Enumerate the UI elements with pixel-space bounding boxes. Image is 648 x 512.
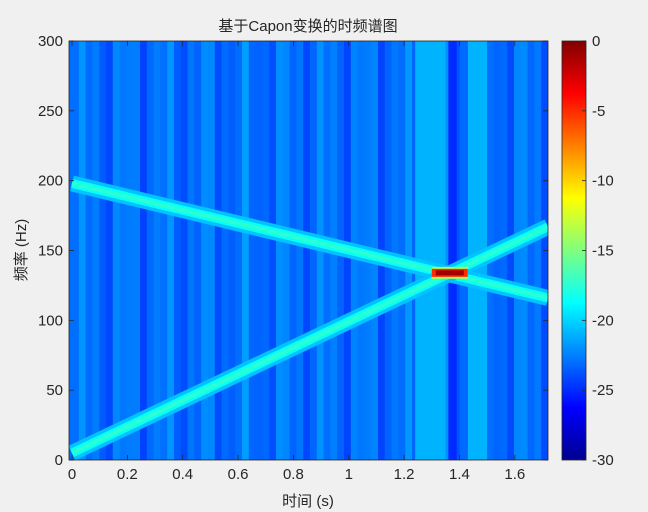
heatmap-column [153,41,161,460]
heatmap-column [269,41,277,460]
heatmap-column [221,41,229,460]
x-tick-label: 0.8 [283,466,304,483]
heatmap-column [459,41,467,460]
heatmap-column [296,41,304,460]
colorbar-axis: 0 -5 -10 -15 -20 -25 -30 [582,33,614,469]
heatmap-column [384,41,393,460]
heatmap-column [167,41,175,460]
x-axis: 0 0.2 0.4 0.6 0.8 1 1.2 1.4 1.6 [68,41,525,483]
x-axis-label: 时间 (s) [282,493,334,510]
heatmap-column [201,41,209,460]
heatmap-column [398,41,406,460]
heatmap-column [99,41,107,460]
heatmap-column [289,41,297,460]
heatmap-column [276,41,284,460]
x-tick-label: 1.6 [504,466,525,483]
heatmap-column [405,41,413,460]
ridge-line-1 [71,181,548,300]
colorbar-tick-label: -30 [592,452,614,469]
heatmap-column [248,41,257,460]
heatmap-column [208,41,216,460]
x-tick-label: 0.4 [172,466,193,483]
x-tick-label: 0 [68,466,76,483]
heatmap-column [85,41,93,460]
colorbar-tick-label: -15 [592,243,614,260]
heatmap-column [78,41,87,460]
heatmap-column [187,41,195,460]
heatmap-column [520,41,529,460]
colorbar-tick-label: -5 [592,103,605,120]
chart-title: 基于Capon变换的时频谱图 [218,18,397,35]
x-tick-label: 1.4 [449,466,470,483]
x-tick-label: 0.2 [117,466,138,483]
y-tick-label: 200 [38,173,63,190]
heatmap-column [303,41,311,460]
heatmap-column [119,41,127,460]
x-tick-label: 1 [345,466,353,483]
bright-column [415,41,446,460]
heatmap-layer [69,41,548,460]
colorbar-tick-label: -10 [592,173,614,190]
heatmap-column [527,41,535,460]
heatmap-column [391,41,399,460]
ridge-line-2 [71,224,548,455]
y-tick-label: 300 [38,33,63,50]
y-tick-label: 250 [38,103,63,120]
heatmap-column [534,41,542,460]
heatmap-column [282,41,291,460]
y-axis-label: 频率 (Hz) [13,219,30,282]
heatmap-column [92,41,100,460]
y-axis: 0 50 100 150 200 250 300 [38,33,548,469]
heatmap-column [126,41,134,460]
heatmap-column [112,41,121,460]
colorbar-tick-label: 0 [592,33,600,50]
heatmap-column [140,41,148,460]
heatmap-column [242,41,250,460]
y-tick-label: 150 [38,243,63,260]
heatmap-column [194,41,202,460]
bright-column [467,41,488,460]
y-tick-label: 0 [55,452,63,469]
heatmap-column [310,41,318,460]
heatmap-column [262,41,270,460]
heatmap-column [160,41,168,460]
heatmap-column [72,41,80,460]
intersection-peak [435,270,464,276]
heatmap-column [180,41,189,460]
colorbar-tick-label: -25 [592,382,614,399]
heatmap-column [174,41,182,460]
y-tick-label: 100 [38,312,63,329]
heatmap-column [214,41,223,460]
heatmap-column [514,41,522,460]
heatmap-column [146,41,155,460]
heatmap-column [255,41,263,460]
dark-column [448,41,457,460]
x-tick-label: 0.6 [228,466,249,483]
y-tick-label: 50 [46,382,63,399]
heatmap-column [133,41,141,460]
colorbar-tick-label: -20 [592,312,614,329]
heatmap-column [106,41,114,460]
heatmap-column [228,41,236,460]
x-tick-label: 1.2 [394,466,415,483]
heatmap-column [235,41,243,460]
